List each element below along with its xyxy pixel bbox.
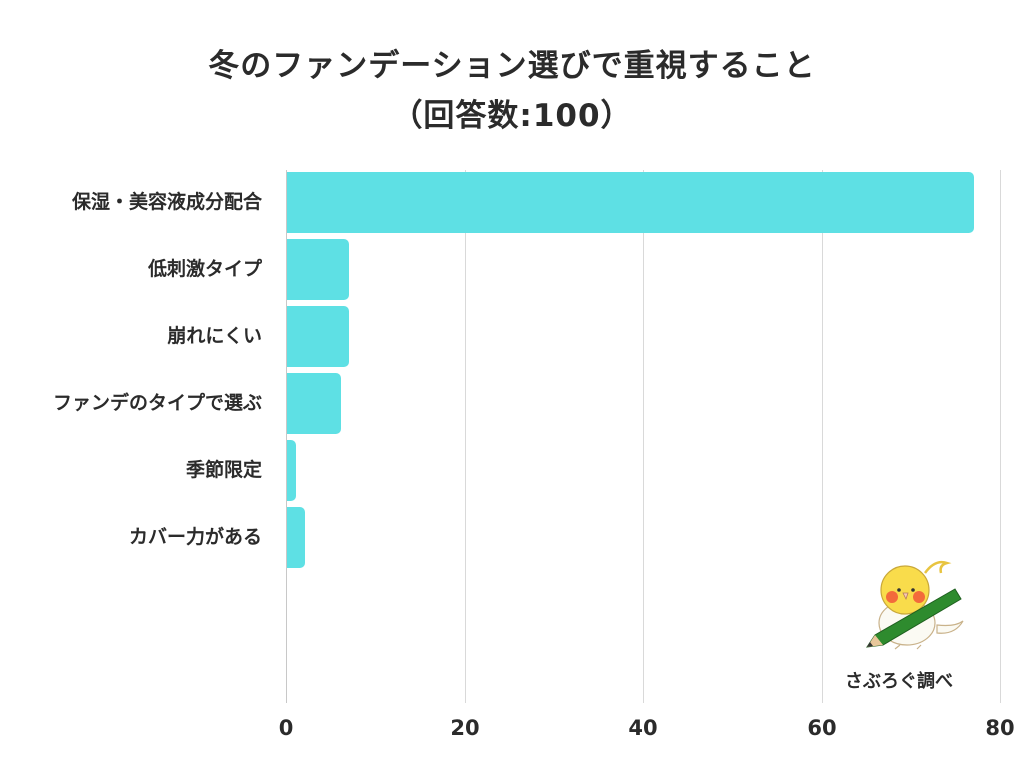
bar [287, 440, 296, 501]
category-label: 低刺激タイプ [147, 258, 262, 280]
gridline [643, 170, 644, 703]
x-tick-label: 80 [985, 716, 1015, 740]
bar [287, 239, 349, 300]
bar [287, 373, 341, 434]
category-label: 保湿・美容液成分配合 [71, 191, 262, 213]
category-label: ファンデのタイプで選ぶ [52, 392, 262, 414]
cockatiel-pencil-mascot-icon [865, 560, 964, 650]
category-label: 季節限定 [185, 459, 262, 481]
x-tick-label: 40 [628, 716, 658, 740]
bar [287, 306, 349, 367]
gridline [465, 170, 466, 703]
bar [287, 507, 305, 568]
chart-subtitle: （回答数:100） [391, 98, 633, 134]
category-label: カバー力がある [128, 526, 262, 548]
gridline [1000, 170, 1001, 703]
x-tick-label: 0 [278, 716, 294, 740]
chart-title: 冬のファンデーション選びで重視すること [208, 48, 816, 84]
x-tick-label: 60 [807, 716, 837, 740]
gridline [822, 170, 823, 703]
bar [287, 172, 974, 233]
gridline [286, 170, 287, 703]
category-label: 崩れにくい [167, 325, 262, 347]
source-credit: さぶろぐ調べ [845, 671, 953, 692]
x-tick-label: 20 [450, 716, 480, 740]
